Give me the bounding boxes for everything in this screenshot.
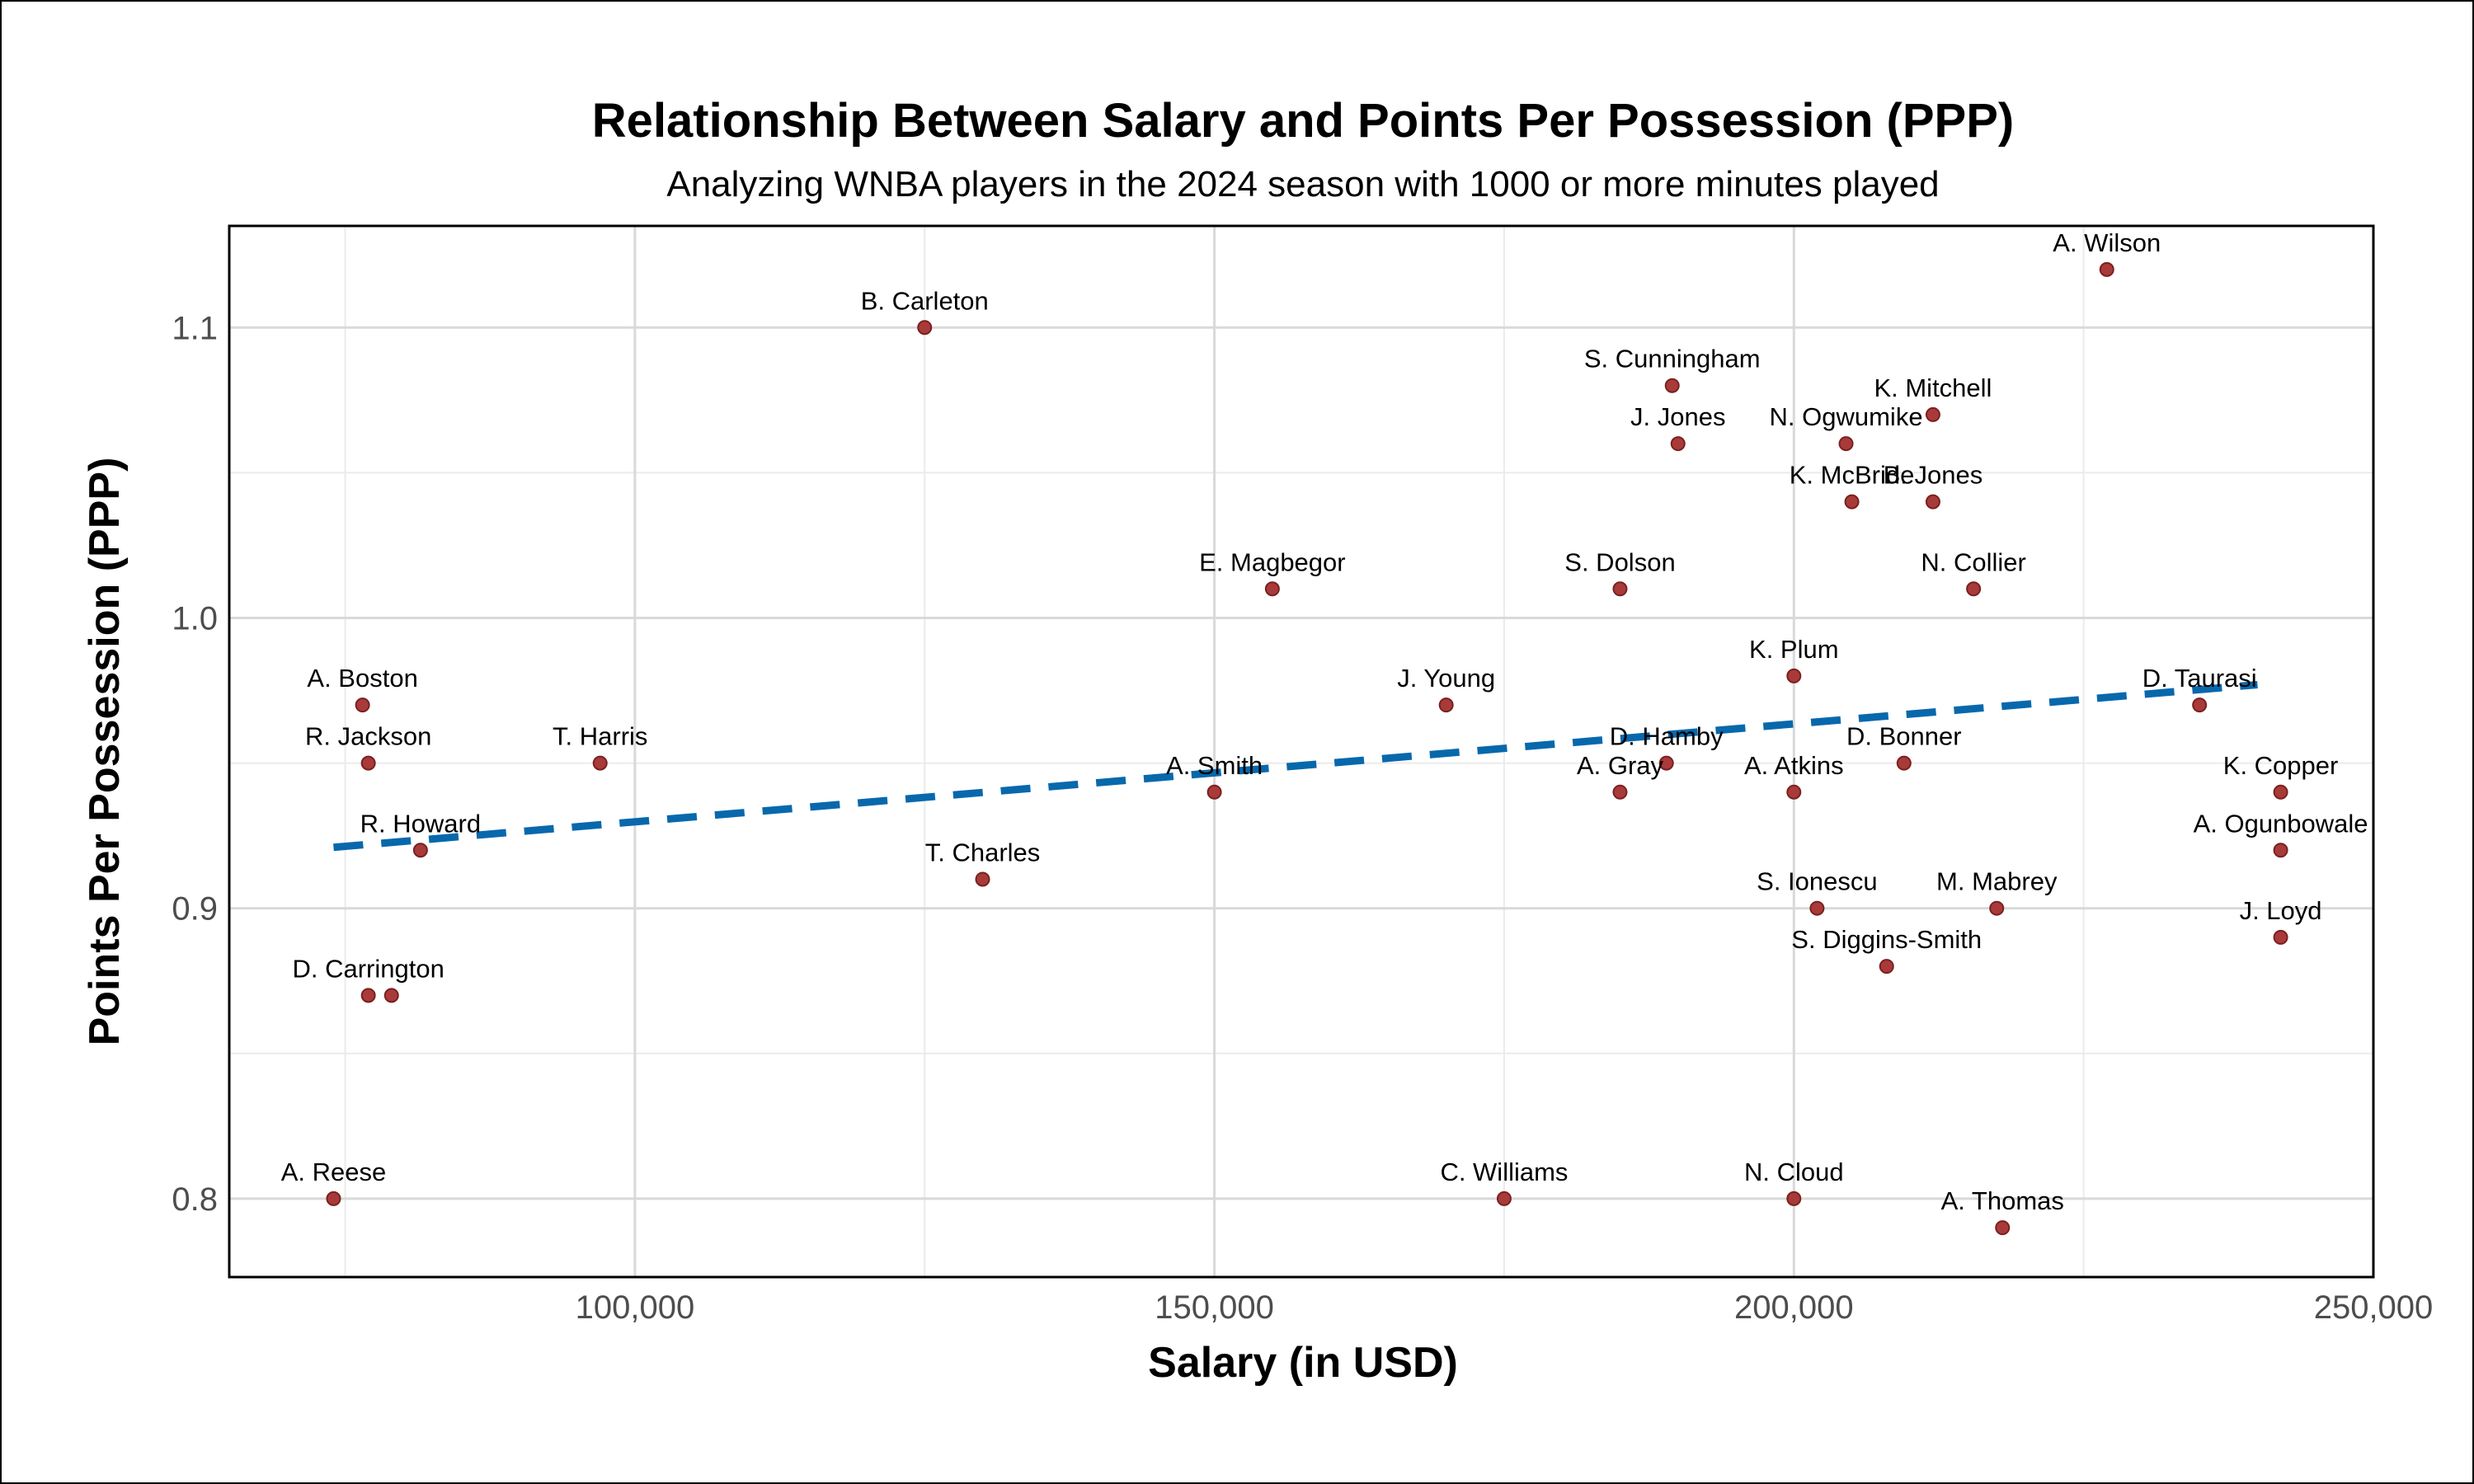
point-label: D. Hamby bbox=[1610, 722, 1724, 751]
point-label: K. Mitchell bbox=[1874, 373, 1992, 402]
data-point bbox=[412, 843, 428, 858]
x-tick-label: 150,000 bbox=[1155, 1289, 1274, 1326]
data-point bbox=[2273, 929, 2288, 945]
point-label: J. Young bbox=[1397, 664, 1495, 693]
point-label: A. Thomas bbox=[1941, 1186, 2064, 1215]
point-label: S. Ionescu bbox=[1757, 867, 1877, 896]
point-label: A. Boston bbox=[307, 664, 417, 693]
data-point bbox=[1786, 1190, 1802, 1206]
grid bbox=[229, 226, 2375, 1277]
point-label: A. Smith bbox=[1166, 751, 1263, 780]
data-point bbox=[1844, 494, 1860, 510]
point-label: N. Collier bbox=[1921, 547, 2025, 576]
x-axis-title: Salary (in USD) bbox=[1148, 1339, 1458, 1387]
trend-line bbox=[333, 681, 2258, 852]
x-tick-label: 250,000 bbox=[2314, 1289, 2434, 1326]
data-point bbox=[1496, 1190, 1512, 1206]
point-label: J. Loyd bbox=[2240, 896, 2322, 925]
point-label: A. Ogunbowale bbox=[2194, 809, 2368, 838]
axis-ticks: 100,000 150,000 200,000 250,000 0.8 0.9 1.0 1.1 bbox=[172, 310, 2433, 1326]
y-tick-label: 1.0 bbox=[172, 600, 218, 636]
data-point bbox=[1786, 784, 1802, 800]
point-label: A. Gray bbox=[1577, 751, 1664, 780]
point-label: M. Mabrey bbox=[1936, 867, 2058, 896]
data-point bbox=[1612, 784, 1628, 800]
data-point bbox=[1658, 755, 1674, 771]
data-point bbox=[1925, 406, 1940, 422]
point-label: D. Carrington bbox=[292, 954, 444, 983]
point-label: D. Taurasi bbox=[2142, 664, 2257, 693]
chart-subtitle: Analyzing WNBA players in the 2024 seaso… bbox=[666, 164, 1939, 204]
point-labels: A. Wilson B. Carleton S. Cunningham K. Mitc… bbox=[281, 228, 2368, 1215]
x-tick-label: 200,000 bbox=[1734, 1289, 1854, 1326]
data-point bbox=[917, 320, 933, 336]
point-label: R. Jackson bbox=[305, 722, 431, 751]
point-label: J. Jones bbox=[1630, 402, 1725, 431]
data-point bbox=[1966, 581, 1982, 597]
data-point bbox=[1838, 436, 1854, 452]
point-label: N. Ogwumike bbox=[1770, 402, 1923, 431]
data-point bbox=[2273, 843, 2288, 858]
data-point bbox=[1809, 900, 1825, 916]
data-points bbox=[326, 261, 2288, 1236]
point-label: A. Atkins bbox=[1744, 751, 1844, 780]
point-label: D. Bonner bbox=[1846, 722, 1962, 751]
point-label: T. Harris bbox=[553, 722, 647, 751]
data-point bbox=[2273, 784, 2288, 800]
point-label: B. Carleton bbox=[861, 286, 989, 315]
y-axis-title: Points Per Possession (PPP) bbox=[81, 458, 129, 1046]
data-point bbox=[1438, 697, 1454, 713]
data-point bbox=[360, 755, 376, 771]
point-label: K. McBride bbox=[1790, 461, 1915, 490]
point-label: K. Plum bbox=[1749, 635, 1839, 664]
point-label: C. Williams bbox=[1440, 1158, 1568, 1186]
point-label: N. Cloud bbox=[1744, 1158, 1844, 1186]
data-point bbox=[1670, 436, 1686, 452]
data-point bbox=[592, 755, 608, 771]
point-label: S. Dolson bbox=[1564, 547, 1675, 576]
data-point bbox=[326, 1190, 341, 1206]
point-label: S. Cunningham bbox=[1584, 345, 1761, 373]
data-point bbox=[1989, 900, 2005, 916]
point-label: S. Diggins-Smith bbox=[1791, 925, 1982, 954]
data-point bbox=[1995, 1220, 2011, 1236]
data-point bbox=[1879, 959, 1894, 974]
data-point bbox=[1264, 581, 1280, 597]
point-label: A. Reese bbox=[281, 1158, 387, 1186]
data-point bbox=[2099, 261, 2114, 277]
point-label: A. Wilson bbox=[2053, 228, 2161, 257]
data-point bbox=[355, 697, 370, 713]
point-label: E. Magbegor bbox=[1199, 547, 1346, 576]
data-point bbox=[1925, 494, 1940, 510]
data-point bbox=[360, 988, 376, 1003]
data-point bbox=[1612, 581, 1628, 597]
y-tick-label: 0.8 bbox=[172, 1181, 218, 1218]
data-point bbox=[2192, 697, 2208, 713]
trend-line-layer bbox=[333, 681, 2258, 852]
data-point bbox=[1664, 378, 1680, 393]
data-point bbox=[383, 988, 399, 1003]
data-point bbox=[1206, 784, 1222, 800]
x-tick-label: 100,000 bbox=[576, 1289, 695, 1326]
y-tick-label: 0.9 bbox=[172, 891, 218, 928]
chart-title: Relationship Between Salary and Points P… bbox=[592, 94, 2014, 148]
data-point bbox=[975, 871, 990, 887]
point-label: K. Copper bbox=[2223, 751, 2339, 780]
plot-panel-border bbox=[228, 224, 2375, 1279]
point-label: R. Howard bbox=[360, 809, 481, 838]
data-point bbox=[1896, 755, 1912, 771]
y-tick-label: 1.1 bbox=[172, 310, 218, 346]
data-point bbox=[1786, 668, 1802, 683]
point-label: T. Charles bbox=[925, 838, 1041, 866]
point-label: B. Jones bbox=[1884, 461, 1983, 490]
